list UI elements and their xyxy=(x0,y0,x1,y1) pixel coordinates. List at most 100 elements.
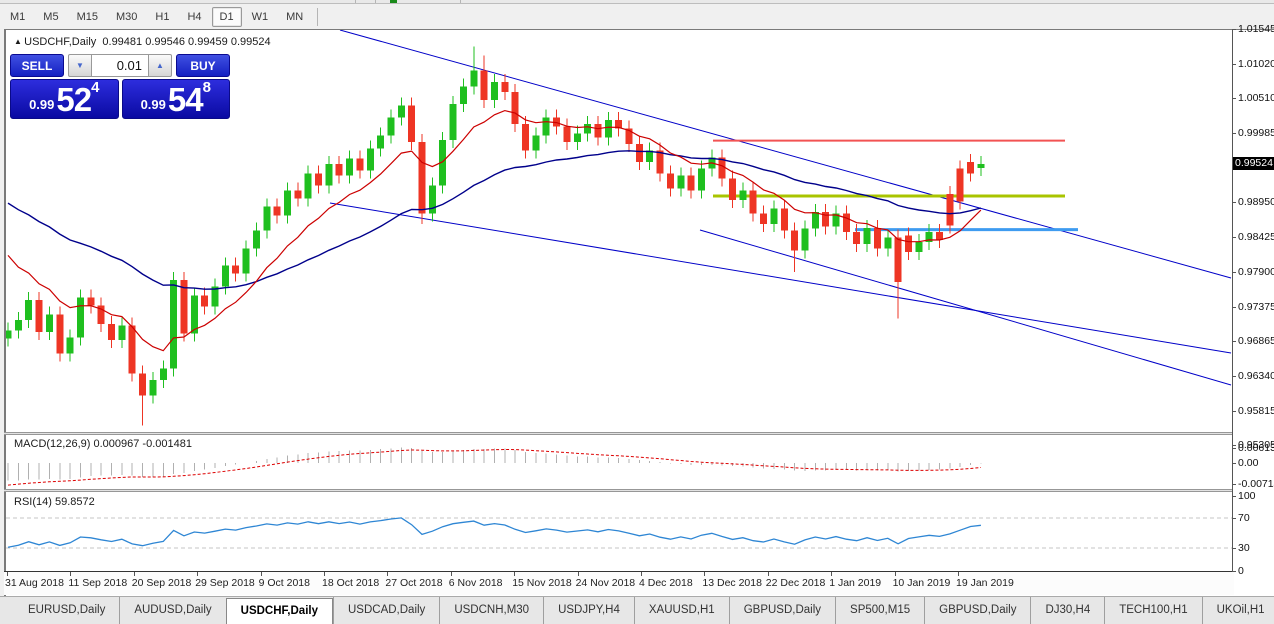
chart-tab-dj30[interactable]: DJ30,H4 xyxy=(1030,597,1104,624)
sell-button[interactable]: SELL xyxy=(10,54,64,77)
chart-tab-gbpusd[interactable]: GBPUSD,Daily xyxy=(924,597,1030,624)
macd-axis-label: -0.007142 xyxy=(1238,478,1274,490)
price-axis-tick xyxy=(1232,133,1236,134)
macd-histogram xyxy=(7,447,982,481)
fast-moving-average-line xyxy=(7,109,982,352)
date-axis-tick xyxy=(450,572,452,576)
rsi-axis-label: 70 xyxy=(1238,512,1250,524)
price-axis-label: 1.01545 xyxy=(1238,23,1274,35)
price-axis[interactable] xyxy=(1232,30,1274,572)
chart-tab-sp500[interactable]: SP500,M15 xyxy=(835,597,924,624)
timeframe-button-m15[interactable]: M15 xyxy=(76,10,98,23)
macd-axis-label: 0.00 xyxy=(1238,457,1259,469)
date-axis-label: 1 Jan 2019 xyxy=(829,577,882,589)
rsi-axis-label: 0 xyxy=(1238,564,1244,577)
buy-price-big: 54 xyxy=(167,81,204,118)
date-axis-tick xyxy=(260,572,262,576)
price-axis-label: 0.99985 xyxy=(1238,127,1274,139)
rsi-line xyxy=(7,517,981,548)
date-axis-tick xyxy=(577,572,579,576)
date-axis-label: 4 Dec 2018 xyxy=(639,577,693,589)
chart-tab-gbpusd[interactable]: GBPUSD,Daily xyxy=(728,597,835,624)
date-axis-label: 18 Oct 2018 xyxy=(322,577,380,589)
date-axis-tick xyxy=(324,572,325,576)
chart-tab-usdchf[interactable]: USDCHF,Daily xyxy=(225,598,333,624)
chart-tab-eurusd[interactable]: EURUSD,Daily xyxy=(28,604,106,616)
timeframe-button-m5[interactable]: M5 xyxy=(43,10,59,23)
date-axis-label: 6 Nov 2018 xyxy=(448,577,503,589)
date-axis-label: 31 Aug 2018 xyxy=(5,577,64,589)
date-axis-label: 13 Dec 2018 xyxy=(702,577,762,589)
price-axis-label: 0.98950 xyxy=(1238,196,1274,208)
rsi-chart xyxy=(6,517,1232,549)
buy-price-small: 0.99 xyxy=(140,97,166,112)
collapse-triangle-icon[interactable]: ▲ xyxy=(14,37,25,46)
ohlc-values: 0.99481 0.99546 0.99459 0.99524 xyxy=(102,36,271,48)
buy-price-panel[interactable]: 0.99 54 8 xyxy=(121,79,230,119)
timeframe-button-m1[interactable]: M1 xyxy=(10,10,26,23)
price-axis-label: 0.98425 xyxy=(1238,231,1274,243)
rsi-label: RSI(14) 59.8572 xyxy=(14,496,95,508)
price-axis-label: 0.95305 xyxy=(1238,439,1274,451)
current-price-tag: 0.99524 xyxy=(1233,157,1274,171)
price-axis-tick xyxy=(1232,98,1236,99)
price-axis-tick xyxy=(1232,307,1236,308)
chart-tab-xauusd[interactable]: XAUUSD,H1 xyxy=(633,597,729,624)
toolbar-separator xyxy=(460,0,461,3)
date-axis-tick xyxy=(514,572,516,576)
price-axis-label: 1.00510 xyxy=(1238,92,1274,104)
candles xyxy=(6,46,985,426)
price-axis-label: 1.01020 xyxy=(1238,58,1274,70)
date-axis-label: 22 Dec 2018 xyxy=(765,577,826,589)
date-axis-label: 10 Jan 2019 xyxy=(892,577,951,589)
rsi-axis-tick xyxy=(1232,571,1236,572)
rsi-axis-label: 100 xyxy=(1238,489,1256,502)
chart-tab-audusd[interactable]: AUDUSD,Daily xyxy=(119,597,225,624)
price-axis-tick xyxy=(1232,202,1236,203)
chart-tab-usdjpy[interactable]: USDJPY,H4 xyxy=(543,597,634,624)
date-axis-label: 29 Sep 2018 xyxy=(195,577,255,589)
toolbar-separator xyxy=(375,0,376,3)
price-axis-tick xyxy=(1232,29,1236,30)
channel-upper[interactable] xyxy=(339,30,1232,279)
volume-input[interactable]: 0.01 xyxy=(92,54,148,77)
candlestick-chart xyxy=(6,30,1232,426)
volume-increase-button[interactable]: ▲ xyxy=(148,54,172,77)
macd-axis-tick xyxy=(1232,463,1236,464)
chart-tab-usdcnh[interactable]: USDCNH,M30 xyxy=(439,597,543,624)
date-axis-label: 11 Sep 2018 xyxy=(68,577,128,589)
sell-price-panel[interactable]: 0.99 52 4 xyxy=(10,79,119,119)
channel-lower[interactable] xyxy=(699,229,1232,386)
price-axis-tick xyxy=(1232,445,1236,446)
timeframe-button-h4[interactable]: H4 xyxy=(187,10,202,23)
rsi-panel-canvas[interactable] xyxy=(6,492,1232,571)
date-axis-tick xyxy=(387,572,389,576)
timeframe-button-h1[interactable]: H1 xyxy=(155,10,170,23)
price-axis-tick xyxy=(1232,272,1236,273)
rsi-axis-tick xyxy=(1232,548,1236,549)
volume-decrease-button[interactable]: ▼ xyxy=(68,54,92,77)
chart-tab-bar: EURUSD,Daily AUDUSD,Daily USDCHF,Daily USDC… xyxy=(0,596,1274,624)
macd-axis-tick xyxy=(1232,448,1236,449)
timeframe-button-m30[interactable]: M30 xyxy=(115,10,138,23)
timeframe-button-w1[interactable]: W1 xyxy=(251,10,269,23)
macd-panel-canvas[interactable] xyxy=(6,435,1232,489)
date-axis-tick xyxy=(767,572,769,576)
buy-button[interactable]: BUY xyxy=(176,54,230,77)
timeframe-button-d1[interactable]: D1 xyxy=(211,6,242,27)
timeframe-button-mn[interactable]: MN xyxy=(286,10,304,23)
date-axis-label: 27 Oct 2018 xyxy=(385,577,443,589)
chart-tab-usdcad[interactable]: USDCAD,Daily xyxy=(332,597,439,624)
panel-divider[interactable] xyxy=(4,432,1274,435)
chart-tab-ukoil[interactable]: UKOil,H1 xyxy=(1201,597,1274,624)
macd-axis-tick xyxy=(1232,484,1236,485)
panel-divider[interactable] xyxy=(4,489,1274,492)
price-axis-label: 0.97375 xyxy=(1238,301,1274,313)
price-axis-label: 0.96340 xyxy=(1238,370,1274,382)
support-trendline[interactable] xyxy=(329,202,1232,354)
price-axis-label: 0.97900 xyxy=(1238,266,1274,278)
chart-tab-tech100[interactable]: TECH100,H1 xyxy=(1104,597,1201,624)
date-axis[interactable]: 31 Aug 2018 11 Sep 2018 20 Sep 2018 29 Sep … xyxy=(4,572,1234,595)
chart-title: ▲ USDCHF,Daily 0.99481 0.99546 0.99459 0… xyxy=(14,36,271,48)
